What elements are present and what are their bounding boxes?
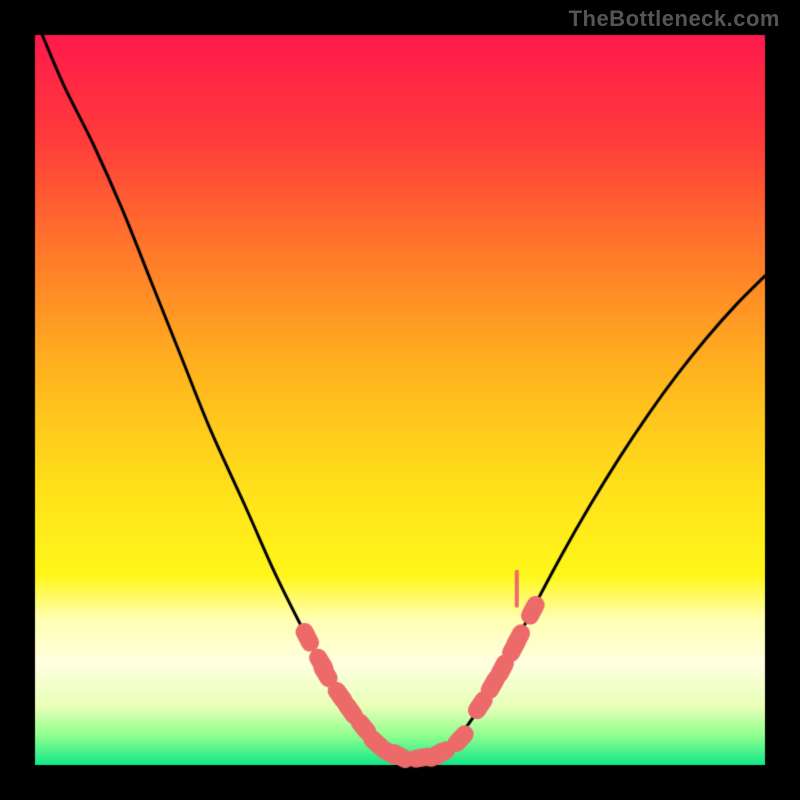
chart-stage: TheBottleneck.com [0, 0, 800, 800]
chart-canvas [0, 0, 800, 800]
watermark-text: TheBottleneck.com [569, 6, 780, 32]
